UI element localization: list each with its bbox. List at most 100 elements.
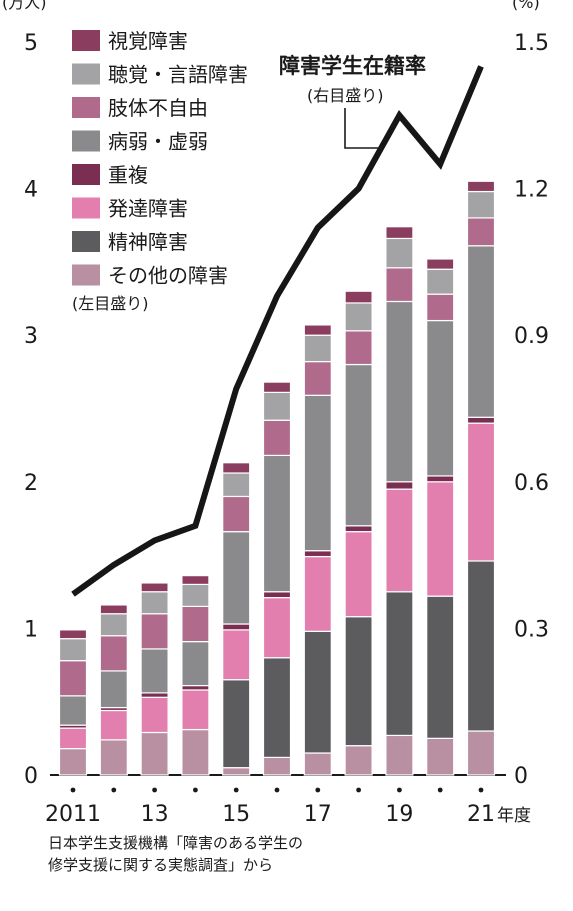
bar-segment <box>303 324 332 336</box>
bar-segment <box>466 730 496 776</box>
x-tick-label: 15 <box>222 802 250 825</box>
right-tick-label: 0 <box>514 764 528 789</box>
right-axis-unit: (%) <box>512 0 540 12</box>
bar-segment <box>99 635 128 672</box>
x-tick-label: 2011 <box>45 802 101 825</box>
bar-segment <box>58 660 88 697</box>
bar-segment <box>466 180 496 193</box>
legend-label: 肢体不自由 <box>108 96 208 120</box>
bar-segment <box>344 330 373 366</box>
bar-segment <box>140 591 169 615</box>
x-tick-dot <box>233 787 239 793</box>
legend-swatch <box>72 197 100 219</box>
bar-segment <box>466 416 496 424</box>
bar-segment <box>466 422 496 562</box>
legend-label: 聴覚・言語障害 <box>108 63 248 87</box>
bar-segment <box>426 268 455 295</box>
legend-swatch <box>72 231 100 252</box>
bar-segment <box>262 591 292 599</box>
right-tick-label: 0.3 <box>514 617 549 642</box>
left-tick-label: 3 <box>24 324 38 349</box>
bar-segment <box>99 604 128 615</box>
legend-swatch <box>72 30 100 51</box>
x-tick-dot <box>193 787 198 793</box>
bar-segment <box>426 319 455 477</box>
bar-segment <box>58 695 88 726</box>
bar-segment <box>426 737 455 776</box>
bar-segment <box>385 734 414 776</box>
bar-segment <box>140 613 169 650</box>
bar-segment <box>303 550 332 558</box>
right-tick-label: 1.5 <box>514 31 549 56</box>
bar-segment <box>426 293 455 322</box>
legend-label: その他の障害 <box>108 264 228 288</box>
source-line-2: 修学支援に関する実態調査」から <box>48 856 274 874</box>
bar-segment <box>262 657 292 759</box>
bar-segment <box>466 560 496 732</box>
bar-segment <box>99 670 128 709</box>
line-series-note: (右目盛り) <box>307 86 384 105</box>
bar-segment <box>385 226 414 240</box>
x-tick-dot <box>437 787 443 793</box>
left-tick-label: 1 <box>24 617 38 642</box>
bar-segment <box>58 638 88 662</box>
left-tick-label: 0 <box>24 764 38 789</box>
bar-segment <box>344 745 373 776</box>
bar-segment <box>344 290 373 304</box>
bar-segment <box>222 531 251 625</box>
legend-swatch <box>72 130 100 152</box>
source-line-1: 日本学生支援機構「障害のある学生の <box>48 834 304 852</box>
x-tick-label: 19 <box>385 802 413 825</box>
x-tick-dot <box>111 787 117 793</box>
bar-segment <box>140 696 169 734</box>
bar-segment <box>426 595 455 739</box>
bar-segment <box>344 302 373 332</box>
bar-segment <box>222 629 251 681</box>
legend-label: 病弱・虚弱 <box>108 130 208 154</box>
bar-segment <box>181 583 210 608</box>
left-tick-label: 5 <box>24 31 38 56</box>
bar-segment <box>262 391 292 421</box>
bar-segment <box>99 739 128 776</box>
x-tick-dot <box>397 787 402 793</box>
bar-segment <box>466 190 496 219</box>
bar-segment <box>303 360 332 396</box>
legend-note: (左目盛り) <box>72 294 149 313</box>
bar-segment <box>181 640 210 687</box>
right-tick-label: 0.6 <box>514 471 549 496</box>
legend-label: 発達障害 <box>108 197 188 221</box>
bar-segment <box>58 748 88 776</box>
x-tick-label: 13 <box>141 802 169 825</box>
chart-svg: (万人) (%) 0 1 2 3 4 5 0 0.3 0.6 0.9 1.2 1.5 障害学生在籍率 (右目盛… <box>2 0 549 825</box>
bar-segment <box>222 462 251 474</box>
bar-segment <box>344 525 373 533</box>
bar-segment <box>385 481 414 490</box>
bar-segment <box>262 597 292 659</box>
right-tick-label: 1.2 <box>514 178 549 203</box>
bar-segment <box>140 648 169 694</box>
bar-segment <box>344 531 373 618</box>
bar-segment <box>181 684 210 691</box>
x-tick-dot <box>356 787 361 793</box>
bar-segment <box>262 454 292 593</box>
bar-segment <box>303 334 332 363</box>
legend-label: 重複 <box>108 163 148 187</box>
bar-segment <box>262 381 292 393</box>
x-tick-dot <box>152 787 158 793</box>
bar-segment <box>181 689 210 731</box>
bar-segment <box>181 605 210 643</box>
bar-segment <box>385 267 414 303</box>
x-tick-dot <box>478 787 484 793</box>
bar-segment <box>303 394 332 552</box>
bar-segment <box>344 616 373 747</box>
bar-segment <box>140 582 169 593</box>
bar-segment <box>303 630 332 754</box>
bar-segment <box>222 767 251 776</box>
left-axis-unit: (万人) <box>2 0 47 12</box>
bar-segment <box>466 217 496 247</box>
x-tick-label: 21 <box>467 802 495 825</box>
bar-segment <box>99 709 128 741</box>
x-tick-dot <box>274 787 280 793</box>
legend-swatch <box>72 164 100 185</box>
